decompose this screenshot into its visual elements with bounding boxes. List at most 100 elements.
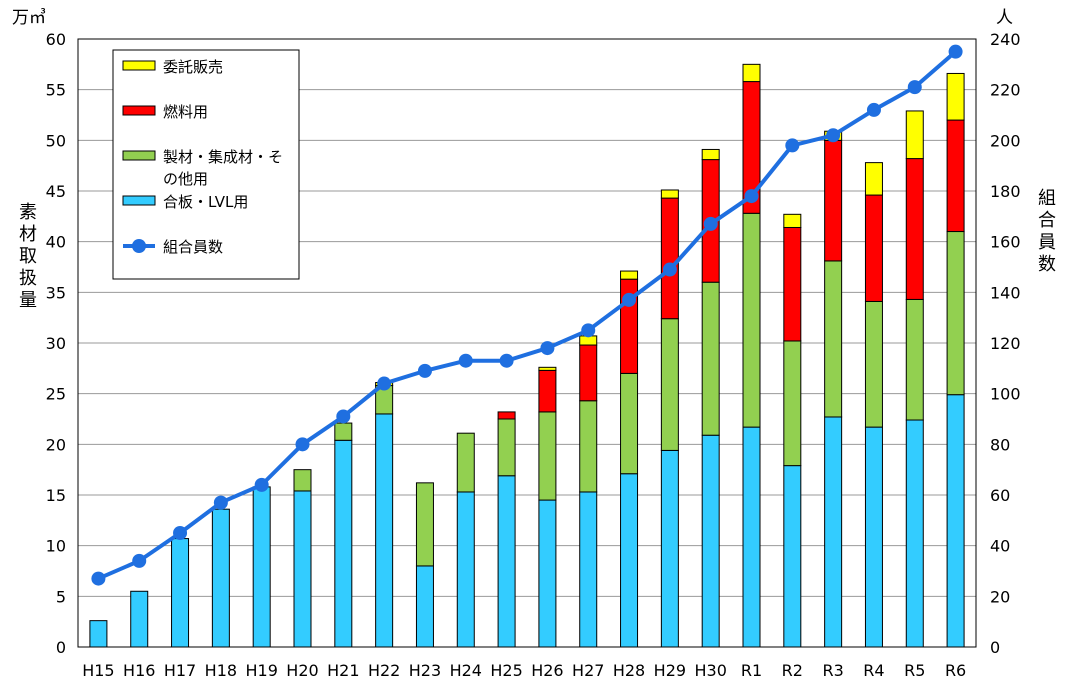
right-tick-label: 180 (990, 182, 1021, 201)
legend-label: の他用 (163, 170, 208, 188)
right-axis: 人 組合員数 0 20 40 60 80 100 120 140 160 180 200 220 240 (990, 8, 1056, 657)
bar-segment (660, 197, 679, 320)
left-tick-label: 60 (46, 30, 66, 49)
line-point (907, 80, 922, 95)
bar-segment (620, 372, 639, 475)
legend-swatch (122, 60, 156, 71)
x-tick-label: R1 (741, 661, 762, 680)
right-tick-label: 160 (990, 233, 1021, 252)
line-point (662, 262, 677, 277)
left-tick-label: 0 (56, 638, 66, 657)
bar-segment (497, 475, 516, 648)
x-tick-label: H24 (450, 661, 482, 680)
left-tick-label: 5 (56, 587, 66, 606)
line-point (622, 292, 637, 307)
bar-segment (783, 340, 802, 467)
right-axis-unit: 人 (996, 8, 1013, 28)
right-tick-label: 40 (990, 537, 1010, 556)
left-tick-label: 55 (46, 81, 66, 100)
bar-segment (864, 300, 883, 428)
bar-segment (824, 139, 843, 262)
legend-label: 燃料用 (163, 103, 208, 121)
bar-segment (497, 411, 516, 420)
left-tick-label: 35 (46, 283, 66, 302)
x-tick-label: H27 (572, 661, 604, 680)
right-tick-label: 20 (990, 587, 1010, 606)
line-point (91, 571, 106, 586)
bar-segment (701, 434, 720, 648)
bar-segment (946, 394, 965, 648)
line-point (336, 409, 351, 424)
bar-segment (538, 369, 557, 413)
right-tick-label: 120 (990, 334, 1021, 353)
bar-segment (783, 213, 802, 228)
bar-segment (211, 508, 230, 648)
member-count-line (97, 50, 957, 581)
right-tick-label: 80 (990, 435, 1010, 454)
x-tick-label: H16 (123, 661, 155, 680)
bar-segment (864, 162, 883, 196)
line-point (540, 341, 555, 356)
bar-segment (620, 473, 639, 648)
line-point (458, 353, 473, 368)
line-point (254, 477, 269, 492)
x-tick-label: R6 (945, 661, 966, 680)
left-tick-label: 15 (46, 486, 66, 505)
bar-segment (130, 590, 149, 648)
bar-segment (538, 499, 557, 648)
x-tick-label: H19 (245, 661, 277, 680)
line-point (703, 216, 718, 231)
left-tick-label: 30 (46, 334, 66, 353)
legend-label: 組合員数 (163, 238, 223, 256)
bar-segment (415, 482, 434, 567)
line-point (744, 189, 759, 204)
left-tick-label: 25 (46, 385, 66, 404)
bar-segment (171, 538, 190, 648)
x-tick-label: H25 (490, 661, 522, 680)
legend-swatch (122, 105, 156, 116)
right-tick-label: 60 (990, 486, 1010, 505)
bar-segment (946, 231, 965, 396)
bar-segment (293, 469, 312, 492)
left-tick-label: 45 (46, 182, 66, 201)
x-tick-label: H15 (82, 661, 114, 680)
x-tick-label: H17 (164, 661, 196, 680)
left-axis-title: 素材取扱量 (19, 202, 37, 311)
legend-label: 委託販売 (163, 58, 223, 76)
bar-segment (579, 344, 598, 402)
bar-segment (742, 212, 761, 428)
legend-label: 合板・LVL用 (163, 193, 248, 211)
bar-segment (497, 418, 516, 477)
line-point (581, 323, 596, 338)
right-tick-label: 240 (990, 30, 1021, 49)
legend-line-marker (132, 239, 146, 253)
bar-segment (456, 432, 475, 493)
bar-segment (579, 491, 598, 648)
x-tick-label: H30 (694, 661, 726, 680)
right-axis-title: 組合員数 (1038, 188, 1056, 275)
line-point (826, 128, 841, 143)
line-point (295, 437, 310, 452)
left-tick-label: 40 (46, 233, 66, 252)
bar-segment (824, 260, 843, 418)
bar-segment (660, 189, 679, 199)
x-tick-label: H20 (286, 661, 318, 680)
x-tick-label: R2 (782, 661, 803, 680)
right-tick-label: 140 (990, 283, 1021, 302)
bars (89, 63, 965, 648)
bar-segment (89, 620, 108, 648)
line-point (866, 102, 881, 117)
left-axis-unit: 万㎥ (12, 8, 46, 28)
line-point (499, 353, 514, 368)
right-tick-label: 100 (990, 385, 1021, 404)
bar-segment (905, 158, 924, 300)
left-tick-label: 10 (46, 537, 66, 556)
bar-segment (946, 119, 965, 233)
bar-segment (252, 486, 271, 648)
line-series (91, 44, 963, 586)
bar-segment (579, 400, 598, 493)
x-tick-label: H18 (205, 661, 237, 680)
right-tick-label: 0 (990, 638, 1000, 657)
bar-segment (864, 194, 883, 302)
